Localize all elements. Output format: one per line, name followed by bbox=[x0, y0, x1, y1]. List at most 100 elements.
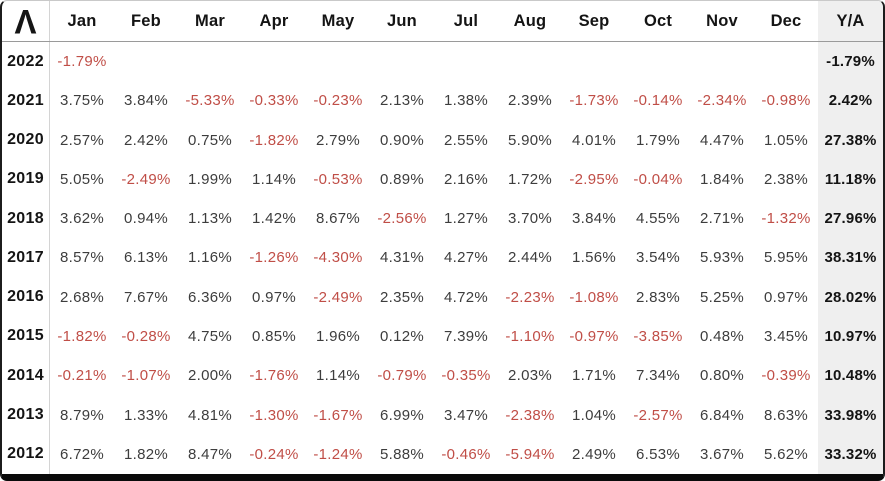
value-cell: 4.75% bbox=[187, 327, 233, 345]
value-cell: 1.05% bbox=[763, 131, 809, 149]
value-cell: -5.33% bbox=[185, 92, 235, 110]
value-cell: 1.04% bbox=[571, 406, 617, 424]
value-cell: 6.53% bbox=[635, 445, 681, 463]
value-cell: 0.89% bbox=[379, 170, 425, 188]
table-row: 2021 3.75% 3.84% -5.33% -0.33% -0.23% 2.13% 1.3… bbox=[2, 81, 883, 121]
value-cell: 1.82% bbox=[123, 445, 169, 463]
ya-value: -1.79% bbox=[818, 42, 883, 82]
ya-column-header: Y/A bbox=[818, 1, 883, 41]
value-cell: 5.25% bbox=[699, 288, 745, 306]
table-row: 2017 8.57% 6.13% 1.16% -1.26% -4.30% 4.31% 4.27… bbox=[2, 238, 883, 278]
month-header-jun: Jun bbox=[387, 11, 417, 30]
value-cell: 2.83% bbox=[635, 288, 681, 306]
value-cell: -0.79% bbox=[377, 367, 427, 385]
value-cell: 3.75% bbox=[59, 92, 105, 110]
value-cell: 0.85% bbox=[251, 327, 297, 345]
value-cell: -5.94% bbox=[505, 445, 555, 463]
value-cell: 2.68% bbox=[59, 288, 105, 306]
year-label: 2017 bbox=[2, 238, 50, 278]
value-cell bbox=[434, 42, 498, 81]
value-cell: 4.47% bbox=[699, 131, 745, 149]
table-row: 2016 2.68% 7.67% 6.36% 0.97% -2.49% 2.35% 4.72%… bbox=[2, 277, 883, 317]
month-header-dec: Dec bbox=[770, 11, 802, 30]
value-cell: 8.47% bbox=[187, 445, 233, 463]
table-row: 2018 3.62% 0.94% 1.13% 1.42% 8.67% -2.56% 1.27%… bbox=[2, 199, 883, 239]
value-cell: -0.04% bbox=[633, 170, 683, 188]
value-cell: -1.07% bbox=[121, 367, 171, 385]
value-cell bbox=[114, 42, 178, 81]
month-header-oct: Oct bbox=[643, 11, 673, 30]
value-cell: -0.24% bbox=[249, 445, 299, 463]
value-cell: -1.30% bbox=[249, 406, 299, 424]
year-label: 2020 bbox=[2, 120, 50, 160]
value-cell bbox=[690, 42, 754, 81]
value-cell: -2.95% bbox=[569, 170, 619, 188]
table-row: 2012 6.72% 1.82% 8.47% -0.24% -1.24% 5.88% -0.4… bbox=[2, 434, 883, 474]
value-cell: -0.97% bbox=[569, 327, 619, 345]
logo: Λ bbox=[2, 1, 50, 41]
value-cell: 1.13% bbox=[187, 210, 233, 228]
year-label: 2013 bbox=[2, 395, 50, 435]
value-cell: 6.99% bbox=[379, 406, 425, 424]
year-label: 2014 bbox=[2, 356, 50, 396]
value-cell: 1.56% bbox=[571, 249, 617, 267]
value-cell: 4.31% bbox=[379, 249, 425, 267]
value-cell: -0.39% bbox=[761, 367, 811, 385]
year-label: 2022 bbox=[2, 42, 50, 82]
value-cell bbox=[562, 42, 626, 81]
value-cell: 1.14% bbox=[251, 170, 297, 188]
year-label: 2015 bbox=[2, 316, 50, 357]
value-cell: 0.97% bbox=[763, 288, 809, 306]
value-cell: 2.16% bbox=[443, 170, 489, 188]
value-cell: -0.28% bbox=[121, 327, 171, 345]
value-cell: 3.67% bbox=[699, 445, 745, 463]
value-cell: 3.84% bbox=[571, 210, 617, 228]
value-cell: -0.46% bbox=[441, 445, 491, 463]
value-cell: 1.14% bbox=[315, 367, 361, 385]
value-cell bbox=[498, 42, 562, 81]
value-cell bbox=[370, 42, 434, 81]
value-cell: -0.53% bbox=[313, 170, 363, 188]
month-header-feb: Feb bbox=[131, 11, 161, 30]
value-cell: -1.32% bbox=[761, 210, 811, 228]
ya-value: 38.31% bbox=[818, 238, 883, 278]
value-cell: 2.55% bbox=[443, 131, 489, 149]
value-cell: 7.34% bbox=[635, 367, 681, 385]
ya-value: 33.98% bbox=[818, 395, 883, 435]
value-cell: 2.00% bbox=[187, 367, 233, 385]
value-cell: -2.56% bbox=[377, 210, 427, 228]
value-cell: -1.79% bbox=[57, 53, 107, 71]
value-cell: 8.67% bbox=[315, 210, 361, 228]
month-header-may: May bbox=[321, 11, 355, 30]
table-row: 2022 -1.79% -1.79% bbox=[2, 42, 883, 82]
ya-value: 10.48% bbox=[818, 356, 883, 396]
value-cell: 0.12% bbox=[379, 327, 425, 345]
value-cell: -2.57% bbox=[633, 406, 683, 424]
value-cell: 0.90% bbox=[379, 131, 425, 149]
table-row: 2015 -1.82% -0.28% 4.75% 0.85% 1.96% 0.12% 7.39… bbox=[2, 316, 883, 357]
value-cell: 6.72% bbox=[59, 445, 105, 463]
value-cell: 1.38% bbox=[443, 92, 489, 110]
value-cell: 8.57% bbox=[59, 249, 105, 267]
year-label: 2021 bbox=[2, 81, 50, 121]
value-cell: -2.23% bbox=[505, 288, 555, 306]
value-cell: 1.79% bbox=[635, 131, 681, 149]
value-cell: -2.49% bbox=[313, 288, 363, 306]
month-header-jan: Jan bbox=[67, 11, 97, 30]
month-header-apr: Apr bbox=[259, 11, 289, 30]
value-cell: 1.72% bbox=[507, 170, 553, 188]
value-cell: 3.62% bbox=[59, 210, 105, 228]
value-cell: -1.26% bbox=[249, 249, 299, 267]
year-label: 2012 bbox=[2, 434, 50, 474]
value-cell: -2.38% bbox=[505, 406, 555, 424]
value-cell: 2.35% bbox=[379, 288, 425, 306]
value-cell: -1.76% bbox=[249, 367, 299, 385]
value-cell: -3.85% bbox=[633, 327, 683, 345]
value-cell: -1.82% bbox=[249, 131, 299, 149]
value-cell bbox=[754, 42, 818, 81]
value-cell: 7.39% bbox=[443, 327, 489, 345]
year-label: 2019 bbox=[2, 159, 50, 200]
value-cell: 6.36% bbox=[187, 288, 233, 306]
table-row: 2019 5.05% -2.49% 1.99% 1.14% -0.53% 0.89% 2.16… bbox=[2, 159, 883, 200]
value-cell bbox=[178, 42, 242, 81]
